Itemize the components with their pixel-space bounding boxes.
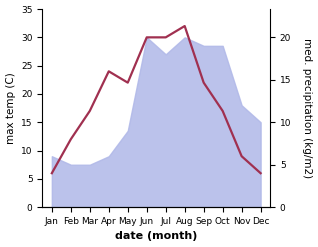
Y-axis label: med. precipitation (kg/m2): med. precipitation (kg/m2) bbox=[302, 38, 313, 178]
X-axis label: date (month): date (month) bbox=[115, 231, 197, 242]
Y-axis label: max temp (C): max temp (C) bbox=[5, 72, 16, 144]
